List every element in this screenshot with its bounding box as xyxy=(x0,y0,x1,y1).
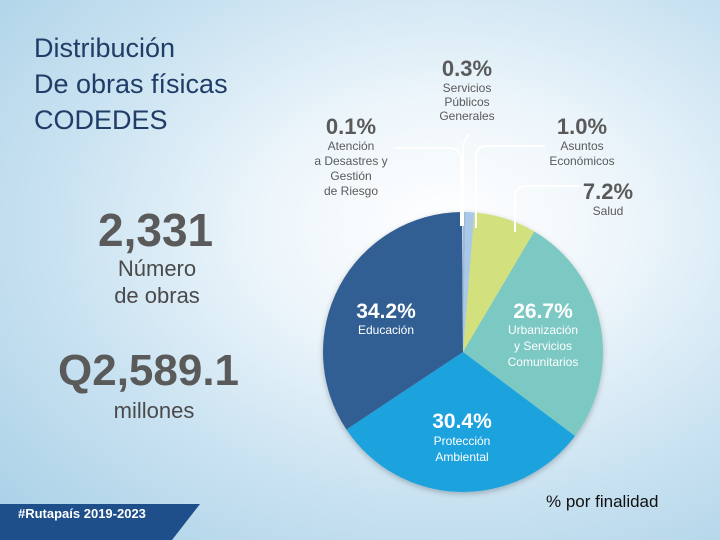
title-line-2: De obras físicas xyxy=(34,69,228,99)
amount-label: millones xyxy=(113,398,195,423)
label-cat-atencion-3: Gestión xyxy=(330,169,371,183)
page-title: Distribución De obras físicas CODEDES xyxy=(34,30,304,138)
label-cat-asuntos-1: Asuntos xyxy=(560,139,603,153)
label-cat-urbanizacion-1: Urbanización xyxy=(508,323,578,337)
label-cat-urbanizacion-3: Comunitarios xyxy=(508,355,579,369)
label-cat-educacion: Educación xyxy=(358,323,414,337)
pie-slice-protección-ambiental xyxy=(346,352,576,492)
label-cat-atencion-4: de Riesgo xyxy=(324,184,378,198)
label-cat-salud: Salud xyxy=(593,204,624,218)
leader-line-servicios xyxy=(462,133,471,226)
label-cat-urbanizacion-2: y Servicios xyxy=(514,339,572,353)
leader-line-atencion xyxy=(395,147,462,226)
label-value-atencion: 0.1% xyxy=(326,114,376,139)
label-cat-proteccion-1: Protección xyxy=(434,434,491,448)
pie-slice-atención-a-desastres-y-gestión-de-riesgo xyxy=(462,211,463,352)
label-value-servicios: 0.3% xyxy=(442,56,492,81)
title-line-1: Distribución xyxy=(34,33,176,63)
pie-slice-urbanización-y-servicios-comunitarios xyxy=(463,231,603,436)
pie-slice-asuntos-económicos xyxy=(463,212,475,352)
leader-line-asuntos xyxy=(475,145,545,228)
label-cat-atencion-1: Atención xyxy=(328,139,375,153)
label-cat-servicios-3: Generales xyxy=(439,109,494,123)
title-line-3: CODEDES xyxy=(34,105,168,135)
works-count-label: Número de obras xyxy=(94,255,220,309)
label-value-proteccion: 30.4% xyxy=(432,410,492,433)
label-value-salud: 7.2% xyxy=(583,179,633,204)
label-cat-asuntos-2: Económicos xyxy=(549,154,614,168)
label-value-educacion: 34.2% xyxy=(356,300,416,323)
label-cat-servicios-1: Servicios xyxy=(443,81,492,95)
works-count-value: 2,331 xyxy=(98,204,214,256)
works-count-label-line-2: de obras xyxy=(114,283,200,308)
amount-value: Q2,589.1 xyxy=(58,346,240,395)
chart-footnote: % por finalidad xyxy=(546,492,659,511)
label-cat-atencion-2: a Desastres y xyxy=(314,154,387,168)
leader-line-salud xyxy=(514,185,580,232)
pie-slices xyxy=(323,211,603,492)
label-cat-proteccion-2: Ambiental xyxy=(435,450,488,464)
pie-slice-salud xyxy=(463,212,535,352)
label-value-urbanizacion: 26.7% xyxy=(513,300,573,323)
label-value-asuntos: 1.0% xyxy=(557,114,607,139)
pie-slice-servicios-públicos-generales xyxy=(463,211,466,352)
label-cat-servicios-2: Públicos xyxy=(444,95,489,109)
works-count-label-line-1: Número xyxy=(117,256,197,281)
hashtag-banner xyxy=(0,504,200,540)
hashtag-text: #Rutapaís 2019-2023 xyxy=(18,506,146,521)
pie-slice-educación xyxy=(323,212,463,430)
